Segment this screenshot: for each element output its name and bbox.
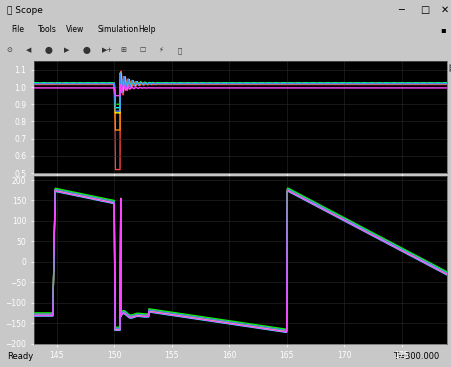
- Text: Ready: Ready: [7, 352, 33, 361]
- Text: ⊙: ⊙: [7, 47, 13, 53]
- Text: ⚡: ⚡: [158, 47, 163, 53]
- Text: 🔷 Scope: 🔷 Scope: [7, 6, 42, 15]
- Text: Simulation: Simulation: [97, 25, 138, 34]
- Text: File: File: [11, 25, 24, 34]
- Text: ⊞: ⊞: [120, 47, 126, 53]
- Text: ◀: ◀: [26, 47, 31, 53]
- Text: ☐: ☐: [139, 47, 146, 53]
- Text: ▶: ▶: [64, 47, 69, 53]
- Text: Tools: Tools: [38, 25, 57, 34]
- Text: View: View: [65, 25, 83, 34]
- Text: ⬤: ⬤: [83, 47, 90, 54]
- Text: ⬤: ⬤: [45, 47, 52, 54]
- Text: ▪: ▪: [440, 25, 445, 34]
- Text: ▶+: ▶+: [101, 47, 113, 53]
- Text: x: x: [449, 65, 451, 70]
- Text: □: □: [419, 5, 428, 15]
- Text: Help: Help: [138, 25, 155, 34]
- Text: ─: ─: [397, 5, 403, 15]
- Text: T=300.000: T=300.000: [392, 352, 438, 361]
- Text: ✕: ✕: [440, 5, 448, 15]
- Text: 🖊: 🖊: [177, 47, 181, 54]
